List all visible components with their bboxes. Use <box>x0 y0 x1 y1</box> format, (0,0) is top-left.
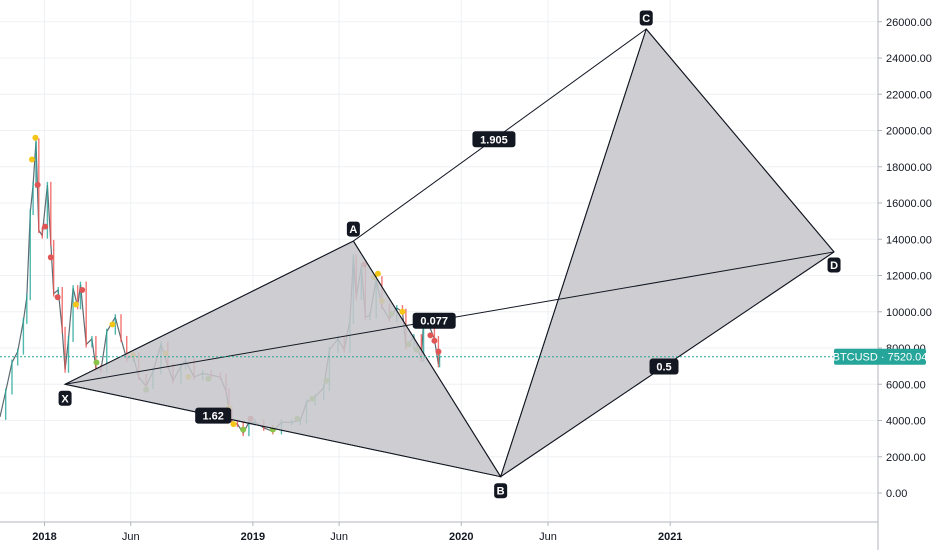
point-label-c[interactable]: C <box>642 13 650 25</box>
point-label-a[interactable]: A <box>349 224 357 236</box>
signal-dot <box>34 181 41 188</box>
signal-dot <box>435 348 442 355</box>
x-tick-label: Jun <box>539 531 557 543</box>
pattern-triangle-bcd <box>499 27 835 478</box>
y-tick-label: 16000.00 <box>886 198 932 210</box>
y-tick-label: 6000.00 <box>886 379 926 391</box>
y-tick-label: 20000.00 <box>886 126 932 138</box>
y-tick-label: 18000.00 <box>886 162 932 174</box>
signal-dot <box>109 321 116 328</box>
x-tick-label: 2018 <box>32 531 56 543</box>
ratio-label-box[interactable] <box>649 358 679 375</box>
y-tick-label: 26000.00 <box>886 17 932 29</box>
ratio-label-box[interactable] <box>195 407 232 424</box>
point-label-box[interactable] <box>494 483 508 499</box>
ratio-label[interactable]: 0.5 <box>656 362 671 374</box>
signal-dot <box>93 359 100 366</box>
y-tick-label: 4000.00 <box>886 416 926 428</box>
point-label-d[interactable]: D <box>830 260 838 272</box>
signal-dot <box>47 254 54 261</box>
signal-dot <box>32 134 39 141</box>
ratio-label-box[interactable] <box>412 312 456 329</box>
point-label-b[interactable]: B <box>497 486 505 498</box>
y-tick-label: 0.00 <box>886 488 907 500</box>
y-tick-label: 12000.00 <box>886 271 932 283</box>
ratio-label-box[interactable] <box>472 131 516 148</box>
y-tick-label: 2000.00 <box>886 452 926 464</box>
signal-dot <box>240 426 247 433</box>
signal-dot <box>28 156 35 163</box>
pattern-leg-ab[interactable] <box>352 240 502 477</box>
signal-dot <box>230 421 237 428</box>
x-tick-label: Jun <box>330 531 348 543</box>
ratio-label[interactable]: 0.077 <box>420 316 448 328</box>
point-label-box[interactable] <box>58 390 72 406</box>
pattern-leg-xa[interactable] <box>64 240 354 385</box>
point-label-x[interactable]: X <box>61 393 69 405</box>
signal-dot <box>54 294 61 301</box>
ratio-label[interactable]: 1.62 <box>202 411 223 423</box>
signal-dot <box>399 308 406 315</box>
last-price-tag[interactable] <box>834 348 926 365</box>
x-tick-label: 2020 <box>449 531 473 543</box>
pattern-leg-bc[interactable] <box>500 28 647 477</box>
x-tick-label: 2019 <box>241 531 265 543</box>
pattern-leg-cd[interactable] <box>645 28 835 253</box>
last-price-tag-text[interactable]: BTCUSD · 7520.04 <box>833 352 928 364</box>
pattern-leg-xb[interactable] <box>64 383 501 478</box>
signal-dot <box>42 223 49 230</box>
y-tick-label: 22000.00 <box>886 89 932 101</box>
signal-dot <box>79 287 86 293</box>
point-label-box[interactable] <box>639 10 653 26</box>
ratio-label[interactable]: 1.905 <box>480 134 508 146</box>
y-tick-label: 14000.00 <box>886 234 932 246</box>
x-tick-label: 2021 <box>658 531 682 543</box>
signal-dot <box>431 337 438 344</box>
signal-dot <box>427 332 434 339</box>
y-tick-label: 10000.00 <box>886 307 932 319</box>
y-tick-label: 24000.00 <box>886 53 932 65</box>
signal-dot <box>374 270 381 277</box>
x-tick-label: Jun <box>122 531 140 543</box>
point-label-box[interactable] <box>346 221 360 237</box>
signal-dot <box>72 301 79 308</box>
point-label-box[interactable] <box>827 257 841 273</box>
harmonic-pattern[interactable]: X A B C D 1.62 1.905 0.077 0.5 <box>58 10 841 499</box>
